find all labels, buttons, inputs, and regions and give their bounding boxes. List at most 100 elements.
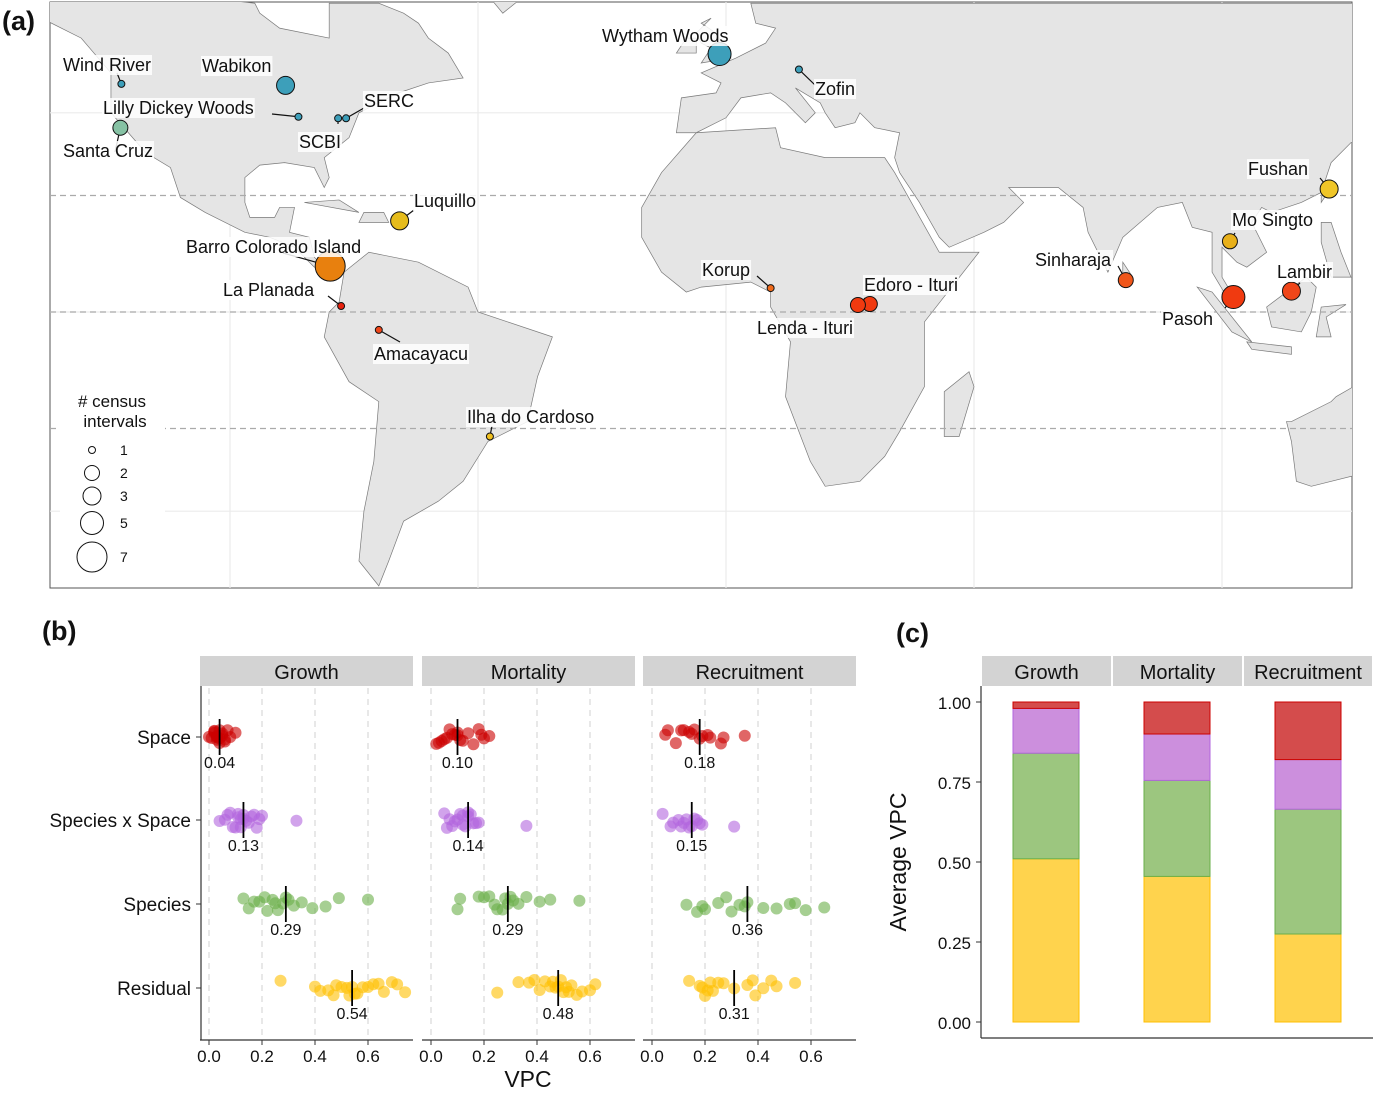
median-label: 0.48 <box>543 1006 574 1023</box>
data-point <box>544 894 556 906</box>
data-point <box>269 897 281 909</box>
site-label: Luquillo <box>414 191 476 211</box>
data-point <box>320 900 332 912</box>
site-label: Sinharaja <box>1035 250 1112 270</box>
data-point <box>452 903 464 915</box>
legend-title-line1: # census <box>78 392 146 411</box>
y-tick-label: 0.25 <box>938 934 971 953</box>
site-marker <box>113 120 128 135</box>
data-point <box>454 893 466 905</box>
median-label: 0.15 <box>676 838 707 855</box>
data-point <box>230 727 242 739</box>
site-label: Wabikon <box>202 56 271 76</box>
site-label: Lenda - Ituri <box>757 318 853 338</box>
bar-segment-species-x-space <box>1013 708 1079 753</box>
data-point <box>718 731 730 743</box>
site-marker <box>1118 273 1133 288</box>
legend-size-label: 7 <box>120 549 128 565</box>
data-point <box>696 819 708 831</box>
data-point <box>728 821 740 833</box>
bar-segment-space <box>1013 702 1079 708</box>
x-tick-label: 0.6 <box>578 1047 602 1066</box>
data-point <box>462 727 474 739</box>
site-marker <box>343 115 350 122</box>
data-point <box>800 904 812 916</box>
median-label: 0.13 <box>228 838 259 855</box>
data-point <box>720 891 732 903</box>
bar-segment-residual <box>1013 859 1079 1022</box>
site-marker <box>1222 234 1237 249</box>
y-tick-label: 0.50 <box>938 854 971 873</box>
bar-segment-residual <box>1144 876 1210 1022</box>
site-marker <box>277 76 295 94</box>
bar-segment-species <box>1275 809 1341 934</box>
bar-segment-residual <box>1275 934 1341 1022</box>
site-label: Pasoh <box>1162 309 1213 329</box>
category-label: Growth <box>1014 662 1078 684</box>
data-point <box>771 980 783 992</box>
data-point <box>512 976 524 988</box>
category-label: Recruitment <box>1254 662 1362 684</box>
data-point <box>657 808 669 820</box>
site-label: Lilly Dickey Woods <box>103 98 254 118</box>
site-marker <box>391 212 409 230</box>
y-axis-title: Average VPC <box>885 793 911 932</box>
site-label: Wytham Woods <box>602 26 729 46</box>
x-tick-label: 0.4 <box>746 1047 770 1066</box>
bar-segment-species <box>1013 753 1079 859</box>
data-point <box>457 810 469 822</box>
data-point <box>520 891 532 903</box>
x-tick-label: 0.2 <box>250 1047 274 1066</box>
row-label: Species x Space <box>49 811 191 832</box>
bar-segment-space <box>1144 702 1210 734</box>
data-point <box>662 724 674 736</box>
row-label: Space <box>137 728 191 749</box>
data-point <box>473 817 485 829</box>
x-axis-title: VPC <box>504 1066 551 1092</box>
data-point <box>680 899 692 911</box>
site-label: Korup <box>702 260 750 280</box>
site-label: Zofin <box>815 79 855 99</box>
site-label: Edoro - Ituri <box>864 275 958 295</box>
data-point <box>378 986 390 998</box>
site-marker <box>118 80 125 87</box>
site-label: Mo Singto <box>1232 210 1313 230</box>
median-label: 0.04 <box>204 755 235 772</box>
x-tick-label: 0.2 <box>472 1047 496 1066</box>
site-label: SCBI <box>299 132 341 152</box>
site-marker <box>1222 286 1245 309</box>
site-label: SERC <box>364 91 414 111</box>
x-tick-label: 0.0 <box>197 1047 221 1066</box>
data-point <box>467 738 479 750</box>
data-point <box>290 815 302 827</box>
site-marker <box>1320 180 1338 198</box>
bar-segment-space <box>1275 702 1341 760</box>
data-point <box>718 977 730 989</box>
x-tick-label: 0.6 <box>356 1047 380 1066</box>
data-point <box>343 989 355 1001</box>
site-label: Fushan <box>1248 159 1308 179</box>
data-point <box>699 903 711 915</box>
median-label: 0.54 <box>337 1006 368 1023</box>
site-label: Lambir <box>1277 262 1332 282</box>
data-point <box>483 730 495 742</box>
median-label: 0.36 <box>732 922 763 939</box>
data-point <box>573 895 585 907</box>
panel-label-b: (b) <box>42 616 76 646</box>
site-label: Barro Colorado Island <box>186 237 361 257</box>
facet-title: Recruitment <box>696 662 804 684</box>
bar-segment-species-x-space <box>1275 760 1341 810</box>
site-label: Ilha do Cardoso <box>467 407 594 427</box>
data-point <box>256 810 268 822</box>
site-marker <box>1282 282 1300 300</box>
data-point <box>520 820 532 832</box>
y-tick-label: 0.75 <box>938 774 971 793</box>
data-point <box>771 903 783 915</box>
legend-size-label: 3 <box>120 488 128 504</box>
legend-size-label: 5 <box>120 515 128 531</box>
legend-size-label: 2 <box>120 465 128 481</box>
median-label: 0.29 <box>270 922 301 939</box>
bar-segment-species <box>1144 780 1210 876</box>
site-marker <box>338 303 345 310</box>
